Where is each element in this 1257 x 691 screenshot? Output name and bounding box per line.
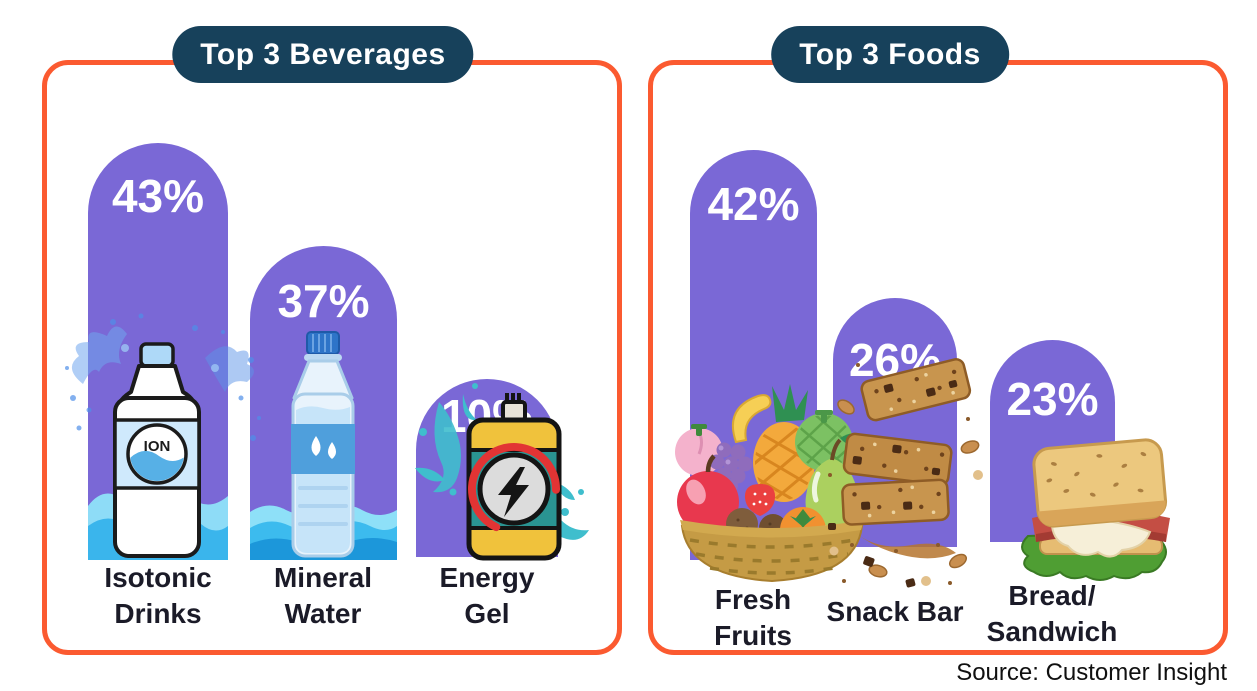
label-energy-gel: Energy Gel — [377, 560, 597, 632]
label-bread-sandwich: Bread/ Sandwich — [942, 578, 1162, 650]
fresh-fruits-value: 42% — [707, 178, 800, 230]
label-line: Gel — [464, 598, 510, 629]
label-snack-bar: Snack Bar — [785, 594, 1005, 630]
foods-title-badge: Top 3 Foods — [771, 26, 1009, 83]
snack-bar-value: 26% — [848, 334, 942, 386]
energy-gel-value: 10% — [440, 390, 534, 442]
label-line: Fruits — [714, 620, 792, 651]
beverages-title-badge: Top 3 Beverages — [172, 26, 474, 83]
label-line: Sandwich — [986, 616, 1118, 647]
source-attribution: Source: Customer Insight — [956, 659, 1227, 686]
bar-mineral-water: 37% — [250, 246, 397, 557]
bar-isotonic-drinks: 43% — [88, 143, 228, 560]
label-line: Fresh — [714, 584, 792, 615]
label-line: Isotonic — [104, 562, 212, 593]
bar-bread-sandwich: 23% — [990, 340, 1115, 542]
bread-sandwich-value: 23% — [1006, 373, 1099, 425]
label-fresh-fruits: Fresh Fruits — [643, 582, 863, 654]
isotonic-drinks-value: 43% — [111, 170, 205, 222]
label-isotonic-drinks: Isotonic Drinks — [48, 560, 268, 632]
bar-fresh-fruits: 42% — [690, 150, 817, 560]
label-line: Energy — [439, 562, 535, 593]
label-line: Drinks — [114, 598, 202, 629]
beverages-title: Top 3 Beverages — [200, 37, 446, 71]
label-line: Water — [284, 598, 362, 629]
label-line: Snack Bar — [826, 596, 964, 627]
foods-title: Top 3 Foods — [799, 37, 981, 71]
label-line: Bread/ — [1008, 580, 1096, 611]
label-mineral-water: Mineral Water — [213, 560, 433, 632]
label-line: Mineral — [273, 562, 373, 593]
mineral-water-value: 37% — [277, 275, 370, 327]
bar-snack-bar: 26% — [833, 298, 957, 547]
bar-energy-gel: 10% — [416, 379, 558, 557]
